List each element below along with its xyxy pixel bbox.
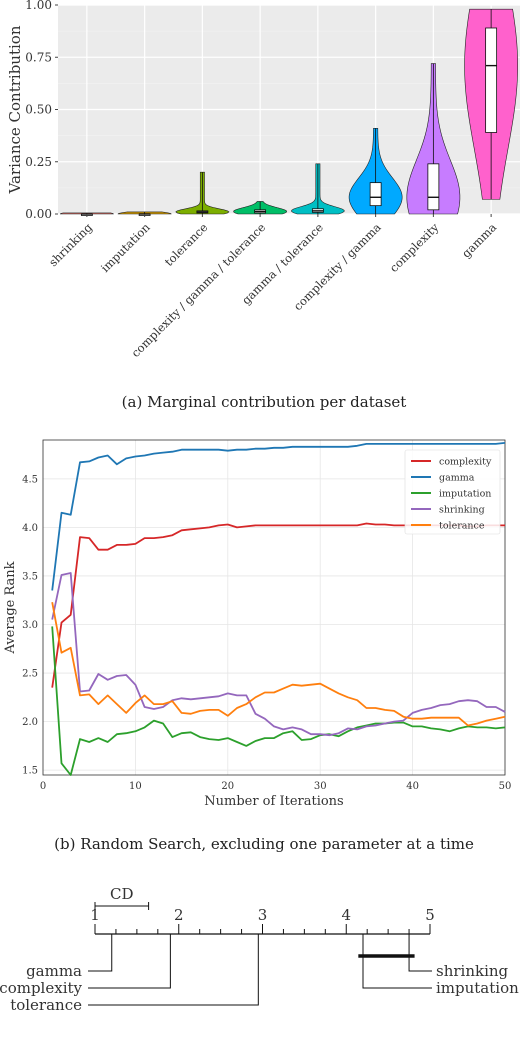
box-gamma: [485, 27, 498, 133]
legend-box: [404, 449, 501, 535]
x-tick-label-shrinking: shrinking: [46, 220, 95, 269]
violin-chart: 0.00 0.25 0.50 0.75 1.00 shrinking imputation t…: [6, 0, 520, 360]
box-complexity-gamma: [369, 182, 382, 207]
cd-label-imputation: imputation: [436, 979, 519, 997]
legend-label-tolerance: tolerance: [439, 521, 485, 532]
cd-label: CD: [110, 885, 134, 903]
line-gamma: [51, 442, 506, 591]
cd-connector-gamma: [88, 934, 113, 972]
y-tick-label: 3.0: [22, 620, 38, 631]
y-tick-label: 4.0: [22, 523, 38, 534]
legend-label-imputation: imputation: [439, 489, 491, 500]
caption-b: (b) Random Search, excluding one paramet…: [54, 835, 474, 853]
x-tick-label: 0: [40, 781, 46, 792]
line-tolerance: [51, 602, 506, 727]
x-tick-label: 30: [314, 781, 327, 792]
box-complexity: [427, 163, 440, 211]
cd-connector-complexity: [88, 934, 171, 989]
y-tick-label: 0.00: [25, 207, 52, 221]
cd-connector-imputation: [362, 934, 432, 989]
x-tick-label-complexity: complexity: [387, 220, 442, 275]
x-axis-label: Number of Iterations: [204, 794, 343, 809]
plot-frame: [42, 439, 506, 776]
cd-tick-label: 1: [90, 906, 100, 924]
y-tick-label: 0.75: [25, 50, 52, 64]
cd-label-shrinking: shrinking: [436, 962, 509, 980]
y-axis-label: Average Rank: [3, 561, 18, 654]
y-axis-label: Variance Contribution: [6, 25, 24, 194]
y-tick-label: 0.50: [25, 103, 52, 117]
y-tick-label: 3.5: [22, 571, 38, 582]
cd-label-gamma: gamma: [26, 962, 82, 980]
cd-connector-shrinking: [408, 934, 432, 972]
legend-label-gamma: gamma: [439, 473, 475, 484]
line-shrinking: [51, 572, 506, 737]
line-chart: 0 10 20 30 40 50 1.5 2.0 2.5 3.0 3.5 4.0 4.5 complexi…: [3, 439, 512, 809]
y-tick-label: 2.5: [22, 669, 38, 680]
x-tick-label-gamma: gamma: [459, 220, 499, 260]
y-tick-label: 1.5: [22, 766, 38, 777]
line-complexity: [51, 522, 505, 688]
x-tick-label: 10: [129, 781, 142, 792]
y-tick-label: 1.00: [25, 0, 52, 12]
legend-label-shrinking: shrinking: [439, 505, 485, 516]
x-tick-label: 40: [406, 781, 419, 792]
cd-tick-label: 4: [341, 906, 351, 924]
x-tick-label-imputation: imputation: [98, 220, 153, 275]
cd-label-complexity: complexity: [0, 979, 83, 997]
caption-a: (a) Marginal contribution per dataset: [121, 393, 407, 411]
line-imputation: [51, 626, 506, 776]
y-tick-label: 0.25: [25, 155, 52, 169]
x-tick-label-tolerance: tolerance: [162, 220, 211, 269]
legend-label-complexity: complexity: [439, 457, 492, 468]
x-tick-label: 20: [221, 781, 234, 792]
cd-tick-label: 5: [425, 906, 435, 924]
x-tick-label: 50: [499, 781, 512, 792]
cd-connector-tolerance: [88, 934, 259, 1006]
cd-tick-label: 2: [174, 906, 184, 924]
y-tick-label: 4.5: [22, 474, 38, 485]
y-tick-label: 2.0: [22, 717, 38, 728]
cd-label-tolerance: tolerance: [10, 996, 82, 1014]
cd-tick-label: 3: [258, 906, 268, 924]
